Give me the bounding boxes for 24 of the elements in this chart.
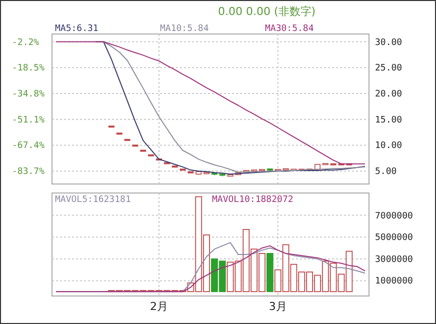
y-tick-label: 15.00 bbox=[375, 115, 402, 126]
y-tick-label: 10.00 bbox=[375, 141, 402, 152]
text: MAVOL5:1623181 bbox=[55, 195, 131, 205]
y-tick-label: 7000000 bbox=[375, 211, 413, 222]
y-tick-label: 30.00 bbox=[375, 38, 402, 48]
y-tick-label: 3000000 bbox=[375, 254, 413, 265]
text: 0.00 0.00 (非数字) bbox=[218, 5, 316, 18]
y-tick-label: 25.00 bbox=[375, 64, 402, 74]
y2-tick-label: -83.7% bbox=[12, 167, 46, 178]
x-tick-label: 3月 bbox=[268, 300, 287, 313]
text: MAVOL10:1882072 bbox=[212, 195, 294, 205]
y2-tick-label: -51.1% bbox=[12, 115, 46, 126]
y2-tick-label: -34.8% bbox=[12, 89, 46, 100]
y2-tick-label: -18.5% bbox=[12, 64, 46, 74]
text: MA10:5.84 bbox=[160, 24, 209, 34]
text: MA30:5.84 bbox=[265, 24, 314, 34]
y-tick-label: 1000000 bbox=[375, 276, 413, 287]
x-tick-label: 2月 bbox=[150, 300, 168, 313]
y2-tick-label: -67.4% bbox=[12, 141, 46, 152]
y2-tick-label: -2.2% bbox=[12, 38, 40, 48]
y-tick-label: 5.00 bbox=[375, 167, 397, 178]
y-tick-label: 20.00 bbox=[375, 89, 402, 100]
series-label: MA5:6.31 bbox=[55, 24, 98, 34]
y-tick-label: 5000000 bbox=[375, 233, 413, 244]
